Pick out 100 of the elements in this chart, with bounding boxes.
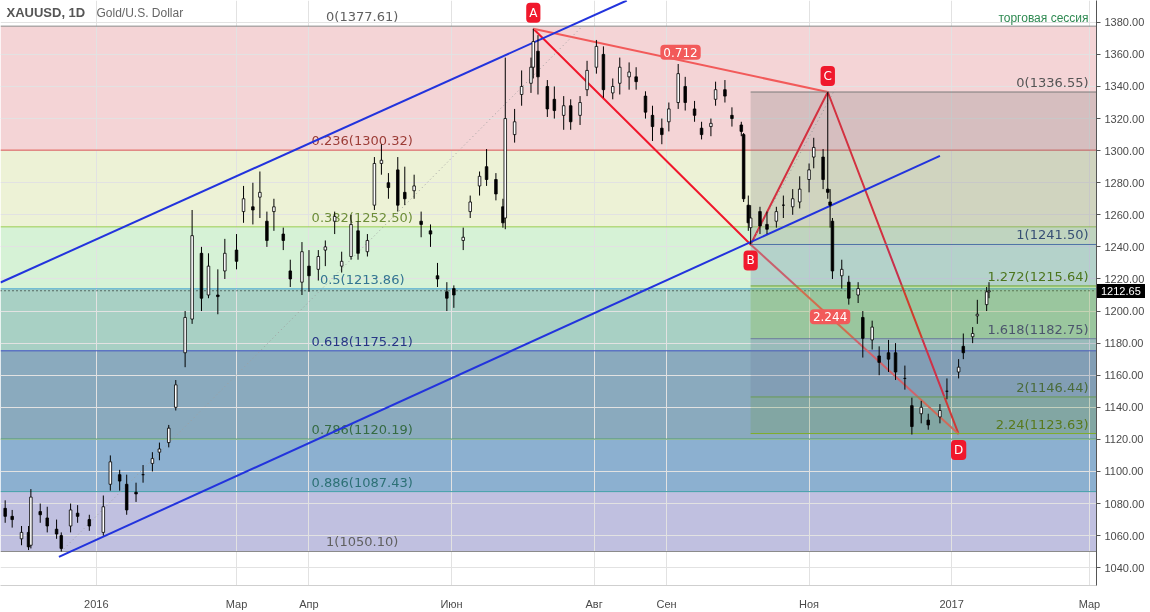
candlestick [281,227,285,251]
candlestick [241,185,246,224]
candlestick [340,251,344,274]
annotation: 2.244 [812,310,848,325]
y-tick-label: 1060.00 [1104,529,1145,542]
candlestick [484,148,489,187]
ref-line-label: 0.886(1087.43) [311,474,413,490]
chart-title: XAUUSD, 1D [6,5,86,20]
candlestick [569,98,573,131]
candlestick [821,148,825,190]
candlestick [512,108,517,144]
candlestick [258,170,262,219]
candlestick [108,454,113,492]
candlestick [938,403,942,424]
candlestick [45,506,49,533]
candlestick [910,397,914,436]
candlestick [585,60,589,97]
series-label: 2.24(1123.63) [995,416,1089,432]
series-label: 2(1146.44) [1016,379,1089,395]
candlestick [758,206,762,235]
candlestick [578,95,582,126]
candlestick [667,102,671,132]
candlestick [730,106,734,128]
y-tick-label: 1080.00 [1104,497,1145,510]
candlestick [713,81,718,107]
y-tick-label: 1320.00 [1104,112,1145,125]
y-tick-label: 1360.00 [1104,48,1145,61]
candlestick [961,333,965,360]
candlestick [216,268,220,315]
candlestick [461,227,465,251]
candlestick [660,118,664,145]
x-tick-label: 2017 [939,597,964,610]
candlestick [774,206,779,229]
candlestick [893,342,898,381]
annotation: C [823,69,832,84]
ref-line-label: 0.5(1213.86) [319,271,405,287]
y-tick-label: 1300.00 [1104,144,1145,157]
candlestick [975,299,979,325]
ref-line-label: 1212.65 [1097,283,1145,298]
candlestick [709,118,713,137]
candlestick [643,90,648,120]
ref-line-label: 0.236(1300.32) [311,133,413,149]
series-label: 0(1336.55) [1016,75,1089,91]
candlestick [150,451,155,472]
y-tick-label: 1040.00 [1104,561,1145,574]
candlestick [234,233,239,270]
x-tick-label: Апр [299,597,319,610]
candlestick [272,198,276,232]
y-tick-label: 1120.00 [1104,433,1144,446]
y-tick-label: 1160.00 [1104,369,1144,382]
y-tick-label: 1280.00 [1104,176,1145,189]
candlestick [545,79,550,118]
candlestick [3,499,7,524]
series-label: 1(1241.50) [1016,227,1089,243]
candlestick [323,239,328,267]
candlestick [886,339,891,373]
candlestick [798,175,802,209]
text: Gold/U.S. Dollar [96,5,184,20]
candlestick [403,166,407,206]
candlestick [428,223,433,248]
candlestick [118,469,122,492]
x-tick-label: Ноя [799,597,820,610]
annotation: B [746,253,755,268]
candlestick [54,519,59,540]
annotation: 0.712 [663,45,698,60]
candlestick [412,174,416,200]
candlestick [812,137,816,169]
candlestick [59,531,63,552]
x-tick-label: 2016 [84,597,109,610]
candlestick [365,233,370,258]
candlestick [861,310,865,359]
series-label: 1.618(1182.75) [987,321,1089,337]
candlestick [562,95,566,131]
candlestick [519,69,524,107]
candlestick [627,61,631,91]
candlestick [494,172,498,201]
annotation: торговая сессия [998,10,1089,25]
candlestick [419,211,423,238]
candlestick [791,188,795,216]
candlestick [683,76,687,112]
candlestick [765,211,769,235]
y-tick-label: 1380.00 [1104,16,1145,29]
ref-line-label: 0(1377.61) [326,9,399,25]
x-tick-label: Сен [656,597,677,610]
candlestick [174,379,178,411]
candlestick [307,249,311,293]
annotation: D [954,443,964,458]
candlestick [134,482,138,503]
y-tick-label: 1180.00 [1104,337,1144,350]
candlestick [956,358,961,379]
line-series [532,27,960,436]
x-tick-label: Июн [440,597,463,610]
candlestick [877,345,881,376]
x-tick-label: Мар [225,597,248,610]
candlestick [919,400,923,424]
candlestick [692,100,697,123]
candlestick [807,162,811,193]
candlestick [223,238,227,280]
candlestick [251,182,255,225]
candlestick [477,170,482,197]
